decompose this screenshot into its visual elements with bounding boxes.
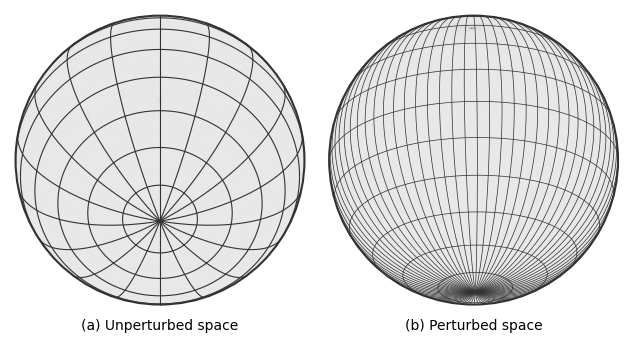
Text: (a) Unperturbed space: (a) Unperturbed space (81, 319, 239, 333)
Text: (b) Perturbed space: (b) Perturbed space (404, 319, 543, 333)
Circle shape (329, 16, 618, 304)
Circle shape (15, 16, 305, 304)
